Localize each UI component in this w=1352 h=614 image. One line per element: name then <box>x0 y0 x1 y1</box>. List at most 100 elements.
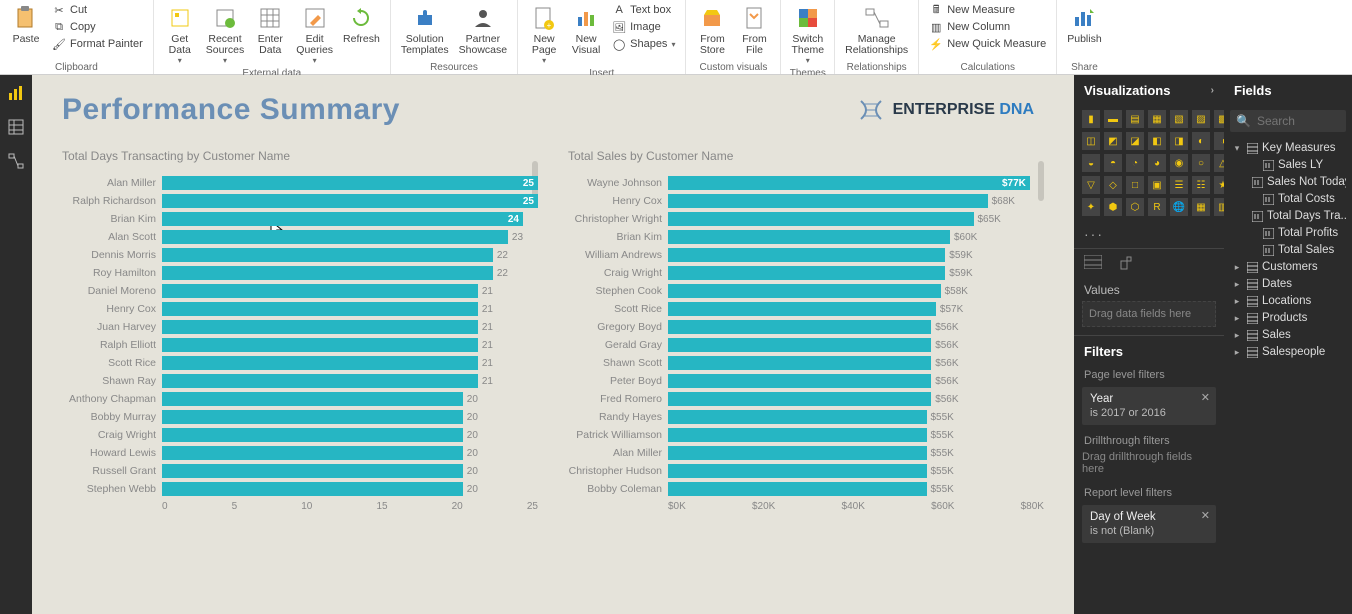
bar-row[interactable]: Henry Cox$68K <box>568 193 1044 209</box>
field-table[interactable]: ▸Products <box>1230 310 1346 326</box>
chart-total-sales[interactable]: Total Sales by Customer Name Wayne Johns… <box>568 149 1044 512</box>
solution-templates-button[interactable]: Solution Templates <box>397 2 453 58</box>
bar-row[interactable]: Christopher Wright$65K <box>568 211 1044 227</box>
publish-button[interactable]: Publish <box>1063 2 1105 47</box>
from-file-button[interactable]: From File <box>734 2 774 58</box>
paste-button[interactable]: Paste <box>6 2 46 47</box>
viz-type-icon[interactable]: ◕ <box>1148 154 1166 172</box>
partner-showcase-button[interactable]: Partner Showcase <box>455 2 511 58</box>
viz-type-icon[interactable]: ◐ <box>1192 132 1210 150</box>
viz-type-icon[interactable]: ◪ <box>1126 132 1144 150</box>
viz-type-icon[interactable]: ▽ <box>1082 176 1100 194</box>
new-quick-measure-button[interactable]: ⚡New Quick Measure <box>925 36 1050 52</box>
shapes-button[interactable]: ◯Shapes <box>608 36 679 52</box>
bar-row[interactable]: Roy Hamilton22 <box>62 265 538 281</box>
text-box-button[interactable]: AText box <box>608 2 679 18</box>
bar-row[interactable]: Christopher Hudson$55K <box>568 463 1044 479</box>
viz-type-icon[interactable]: ◫ <box>1082 132 1100 150</box>
recent-sources-button[interactable]: Recent Sources <box>202 2 249 67</box>
new-measure-button[interactable]: 🖩New Measure <box>925 2 1050 18</box>
field-measure[interactable]: Sales LY <box>1230 157 1346 173</box>
bar-row[interactable]: Stephen Cook$58K <box>568 283 1044 299</box>
viz-type-icon[interactable]: ▦ <box>1192 198 1210 216</box>
search-input[interactable] <box>1257 114 1352 128</box>
bar-row[interactable]: Patrick Williamson$55K <box>568 427 1044 443</box>
field-table[interactable]: ▸Locations <box>1230 293 1346 309</box>
report-canvas[interactable]: Performance Summary ENTERPRISE DNA Total… <box>32 75 1074 614</box>
viz-type-icon[interactable]: ▬ <box>1104 110 1122 128</box>
bar-row[interactable]: Gregory Boyd$56K <box>568 319 1044 335</box>
remove-filter-icon[interactable]: ✕ <box>1201 391 1210 404</box>
viz-type-icon[interactable]: ◔ <box>1126 154 1144 172</box>
viz-type-icon[interactable]: ✦ <box>1082 198 1100 216</box>
bar-row[interactable]: Anthony Chapman20 <box>62 391 538 407</box>
bar-row[interactable]: Craig Wright20 <box>62 427 538 443</box>
bar-row[interactable]: Scott Rice21 <box>62 355 538 371</box>
viz-type-icon[interactable]: ○ <box>1192 154 1210 172</box>
nav-model-icon[interactable] <box>6 151 26 171</box>
viz-type-icon[interactable]: ▤ <box>1126 110 1144 128</box>
bar-row[interactable]: Dennis Morris22 <box>62 247 538 263</box>
bar-row[interactable]: William Andrews$59K <box>568 247 1044 263</box>
viz-more-icon[interactable]: ··· <box>1074 224 1224 248</box>
bar-row[interactable]: Fred Romero$56K <box>568 391 1044 407</box>
viz-type-icon[interactable]: ◇ <box>1104 176 1122 194</box>
format-tab-icon[interactable] <box>1118 255 1138 271</box>
viz-type-icon[interactable]: ◨ <box>1170 132 1188 150</box>
new-visual-button[interactable]: New Visual <box>566 2 606 58</box>
bar-row[interactable]: Alan Miller$55K <box>568 445 1044 461</box>
filter-card-dow[interactable]: Day of Week is not (Blank) ✕ <box>1082 505 1216 543</box>
copy-button[interactable]: ⧉Copy <box>48 19 147 35</box>
new-page-button[interactable]: +New Page <box>524 2 564 67</box>
nav-data-icon[interactable] <box>6 117 26 137</box>
bar-row[interactable]: Shawn Ray21 <box>62 373 538 389</box>
bar-row[interactable]: Gerald Gray$56K <box>568 337 1044 353</box>
viz-type-icon[interactable]: R <box>1148 198 1166 216</box>
from-store-button[interactable]: From Store <box>692 2 732 58</box>
field-measure[interactable]: Total Sales <box>1230 242 1346 258</box>
bar-row[interactable]: Shawn Scott$56K <box>568 355 1044 371</box>
bar-row[interactable]: Wayne Johnson$77K <box>568 175 1044 191</box>
cut-button[interactable]: ✂Cut <box>48 2 147 18</box>
field-table[interactable]: ▸Sales <box>1230 327 1346 343</box>
viz-type-icon[interactable]: ▮ <box>1082 110 1100 128</box>
viz-type-icon[interactable]: ◧ <box>1148 132 1166 150</box>
edit-queries-button[interactable]: Edit Queries <box>292 2 337 67</box>
manage-relationships-button[interactable]: Manage Relationships <box>841 2 912 58</box>
values-drop-area[interactable]: Drag data fields here <box>1082 301 1216 327</box>
format-painter-button[interactable]: 🖌Format Painter <box>48 36 147 52</box>
bar-row[interactable]: Russell Grant20 <box>62 463 538 479</box>
bar-row[interactable]: Juan Harvey21 <box>62 319 538 335</box>
viz-type-icon[interactable]: ◒ <box>1082 154 1100 172</box>
bar-row[interactable]: Howard Lewis20 <box>62 445 538 461</box>
bar-row[interactable]: Peter Boyd$56K <box>568 373 1044 389</box>
drill-drop-area[interactable]: Drag drillthrough fields here <box>1082 449 1216 477</box>
viz-type-icon[interactable]: ▨ <box>1192 110 1210 128</box>
bar-row[interactable]: Randy Hayes$55K <box>568 409 1044 425</box>
viz-type-icon[interactable]: ▣ <box>1148 176 1166 194</box>
bar-row[interactable]: Alan Scott23 <box>62 229 538 245</box>
bar-row[interactable]: Daniel Moreno21 <box>62 283 538 299</box>
viz-type-icon[interactable]: ☷ <box>1192 176 1210 194</box>
field-table[interactable]: ▸Salespeople <box>1230 344 1346 360</box>
field-table[interactable]: ▸Customers <box>1230 259 1346 275</box>
field-measure[interactable]: Sales Not Today <box>1230 174 1346 190</box>
enter-data-button[interactable]: Enter Data <box>250 2 290 58</box>
field-table-key-measures[interactable]: ▾Key Measures <box>1230 140 1346 156</box>
bar-row[interactable]: Henry Cox21 <box>62 301 538 317</box>
viz-type-icon[interactable]: ◉ <box>1170 154 1188 172</box>
bar-row[interactable]: Alan Miller25 <box>62 175 538 191</box>
remove-filter-icon[interactable]: ✕ <box>1201 509 1210 522</box>
chart-days-transacting[interactable]: Total Days Transacting by Customer Name … <box>62 149 538 512</box>
viz-type-icon[interactable]: ◩ <box>1104 132 1122 150</box>
nav-report-icon[interactable] <box>6 83 26 103</box>
fields-search[interactable]: 🔍 <box>1230 110 1346 132</box>
new-column-button[interactable]: ▥New Column <box>925 19 1050 35</box>
bar-row[interactable]: Bobby Murray20 <box>62 409 538 425</box>
collapse-icon[interactable]: › <box>1211 85 1214 96</box>
field-measure[interactable]: Total Costs <box>1230 191 1346 207</box>
bar-row[interactable]: Scott Rice$57K <box>568 301 1044 317</box>
viz-type-icon[interactable]: □ <box>1126 176 1144 194</box>
viz-type-icon[interactable]: 🌐 <box>1170 198 1188 216</box>
bar-row[interactable]: Brian Kim$60K <box>568 229 1044 245</box>
